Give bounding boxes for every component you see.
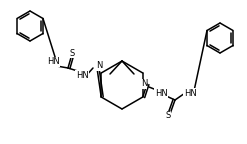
Text: HN: HN [47,57,59,67]
Text: S: S [69,49,75,57]
Text: N: N [141,79,147,89]
Text: HN: HN [155,89,167,97]
Text: S: S [165,111,171,121]
Text: HN: HN [76,71,88,79]
Text: HN: HN [184,89,196,97]
Text: N: N [96,61,102,71]
